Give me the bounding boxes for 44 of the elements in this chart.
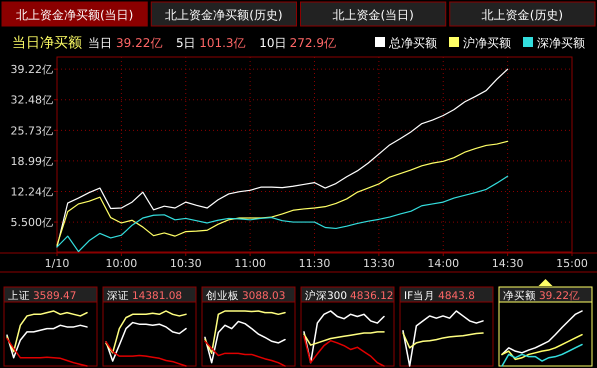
chart-subtitle: 39.22亿 xyxy=(539,290,580,302)
chart-subtitle: 3088.03 xyxy=(242,290,286,302)
text: 北上资金净买额(当日) xyxy=(16,8,134,22)
y-tick-label: 18.99亿 xyxy=(10,154,53,168)
legend-label: 总净买额 xyxy=(388,36,437,50)
x-tick-label: 10:30 xyxy=(170,257,202,270)
chart-subtitle: 3589.47 xyxy=(33,290,76,302)
text: 北上资金净买额(历史) xyxy=(165,8,283,22)
line-series xyxy=(56,68,508,248)
chart-title: 沪深300 xyxy=(305,289,348,302)
y-tick-label: 39.22亿 xyxy=(10,63,53,76)
text: 当日 xyxy=(88,36,112,50)
y-tick-label: 25.73亿 xyxy=(10,124,53,138)
chart-title: 净买额 xyxy=(503,289,536,302)
legend-label: 深净买额 xyxy=(537,36,585,50)
chart-title: 当日净买额 xyxy=(12,35,82,51)
chart-subtitle: 4836.12 xyxy=(350,290,394,302)
x-tick-label: 11:00 xyxy=(234,257,266,270)
x-tick-label: 1/10 xyxy=(44,257,70,270)
y-tick-label: 5.500亿 xyxy=(10,216,53,230)
x-tick-label: 14:30 xyxy=(492,257,524,270)
text: 北上资金(当日) xyxy=(332,8,414,22)
x-tick-label: 14:00 xyxy=(427,257,460,270)
text: 5日 xyxy=(176,36,196,50)
line-series xyxy=(56,140,508,246)
text: 39.22亿 xyxy=(116,36,162,50)
y-tick-label: 12.24亿 xyxy=(10,186,53,199)
chart-subtitle: 14381.08 xyxy=(132,290,182,302)
chart-title: 创业板 xyxy=(206,289,239,302)
x-tick-label: 13:30 xyxy=(363,257,395,270)
chart-title: IF当月 xyxy=(404,290,436,302)
legend-label: 沪净买额 xyxy=(463,36,511,50)
x-tick-label: 11:30 xyxy=(298,257,330,270)
x-tick-label: 10:00 xyxy=(106,257,138,270)
text: 101.3亿 xyxy=(199,36,246,50)
text: 10日 xyxy=(259,36,286,50)
chart-title: 上证 xyxy=(8,289,30,302)
text: 272.9亿 xyxy=(290,36,336,50)
y-tick-label: 32.48亿 xyxy=(10,94,53,107)
chart-title: 深证 xyxy=(107,290,129,302)
line-series xyxy=(56,176,508,252)
chart-subtitle: 4843.8 xyxy=(438,290,475,302)
text: 北上资金(历史) xyxy=(482,8,564,22)
x-tick-label: 15:00 xyxy=(556,257,588,270)
